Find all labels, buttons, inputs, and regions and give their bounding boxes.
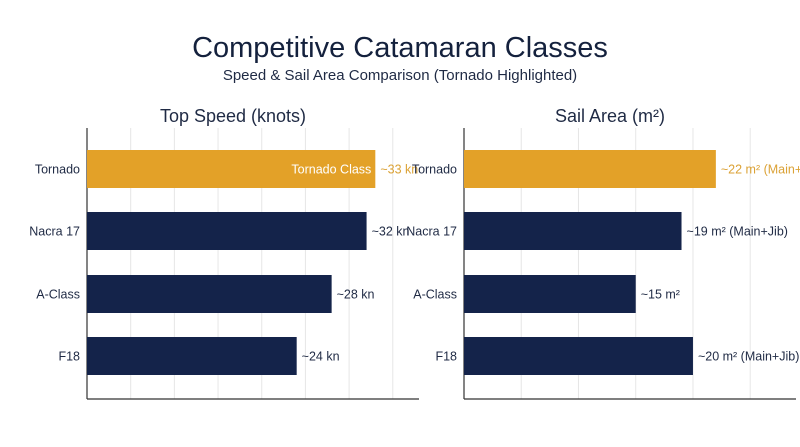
speed-value-label: ~28 kn (337, 288, 375, 302)
speed-value-label: ~33 kn (380, 163, 418, 177)
speed-highlight-annotation: Tornado Class (291, 163, 371, 177)
speed-category-label: Nacra 17 (29, 225, 80, 239)
sail-category-label: Tornado (412, 163, 457, 177)
sail-category-label: F18 (435, 350, 457, 364)
sail-category-label: Nacra 17 (406, 225, 457, 239)
speed-panel-title: Top Speed (knots) (159, 106, 307, 126)
sail-value-label: ~20 m² (Main+Jib) (698, 350, 799, 364)
sail-value-label: ~15 m² (641, 288, 680, 302)
speed-category-label: Tornado (35, 163, 80, 177)
chart-subtitle: Speed & Sail Area Comparison (Tornado Hi… (222, 67, 578, 84)
speed-value-label: ~32 kn (372, 225, 410, 239)
chart-title: Competitive Catamaran Classes (192, 32, 608, 64)
sail-bar-a-class (464, 275, 636, 313)
speed-bar-nacra-17 (87, 212, 367, 250)
speed-bar-f18 (87, 337, 297, 375)
sail-value-label: ~19 m² (Main+Jib) (687, 225, 788, 239)
sail-bar-nacra-17 (464, 212, 682, 250)
speed-bar-tornado (87, 150, 376, 188)
speed-bar-a-class (87, 275, 332, 313)
sail-panel-title: Sail Area (m²) (554, 106, 666, 126)
sail-bar-tornado (464, 150, 716, 188)
speed-value-label: ~24 kn (302, 350, 340, 364)
sail-category-label: A-Class (413, 288, 457, 302)
sail-bar-f18 (464, 337, 693, 375)
speed-category-label: F18 (58, 350, 80, 364)
speed-category-label: A-Class (36, 288, 80, 302)
sail-value-label: ~22 m² (Main+Jib) (721, 163, 800, 177)
